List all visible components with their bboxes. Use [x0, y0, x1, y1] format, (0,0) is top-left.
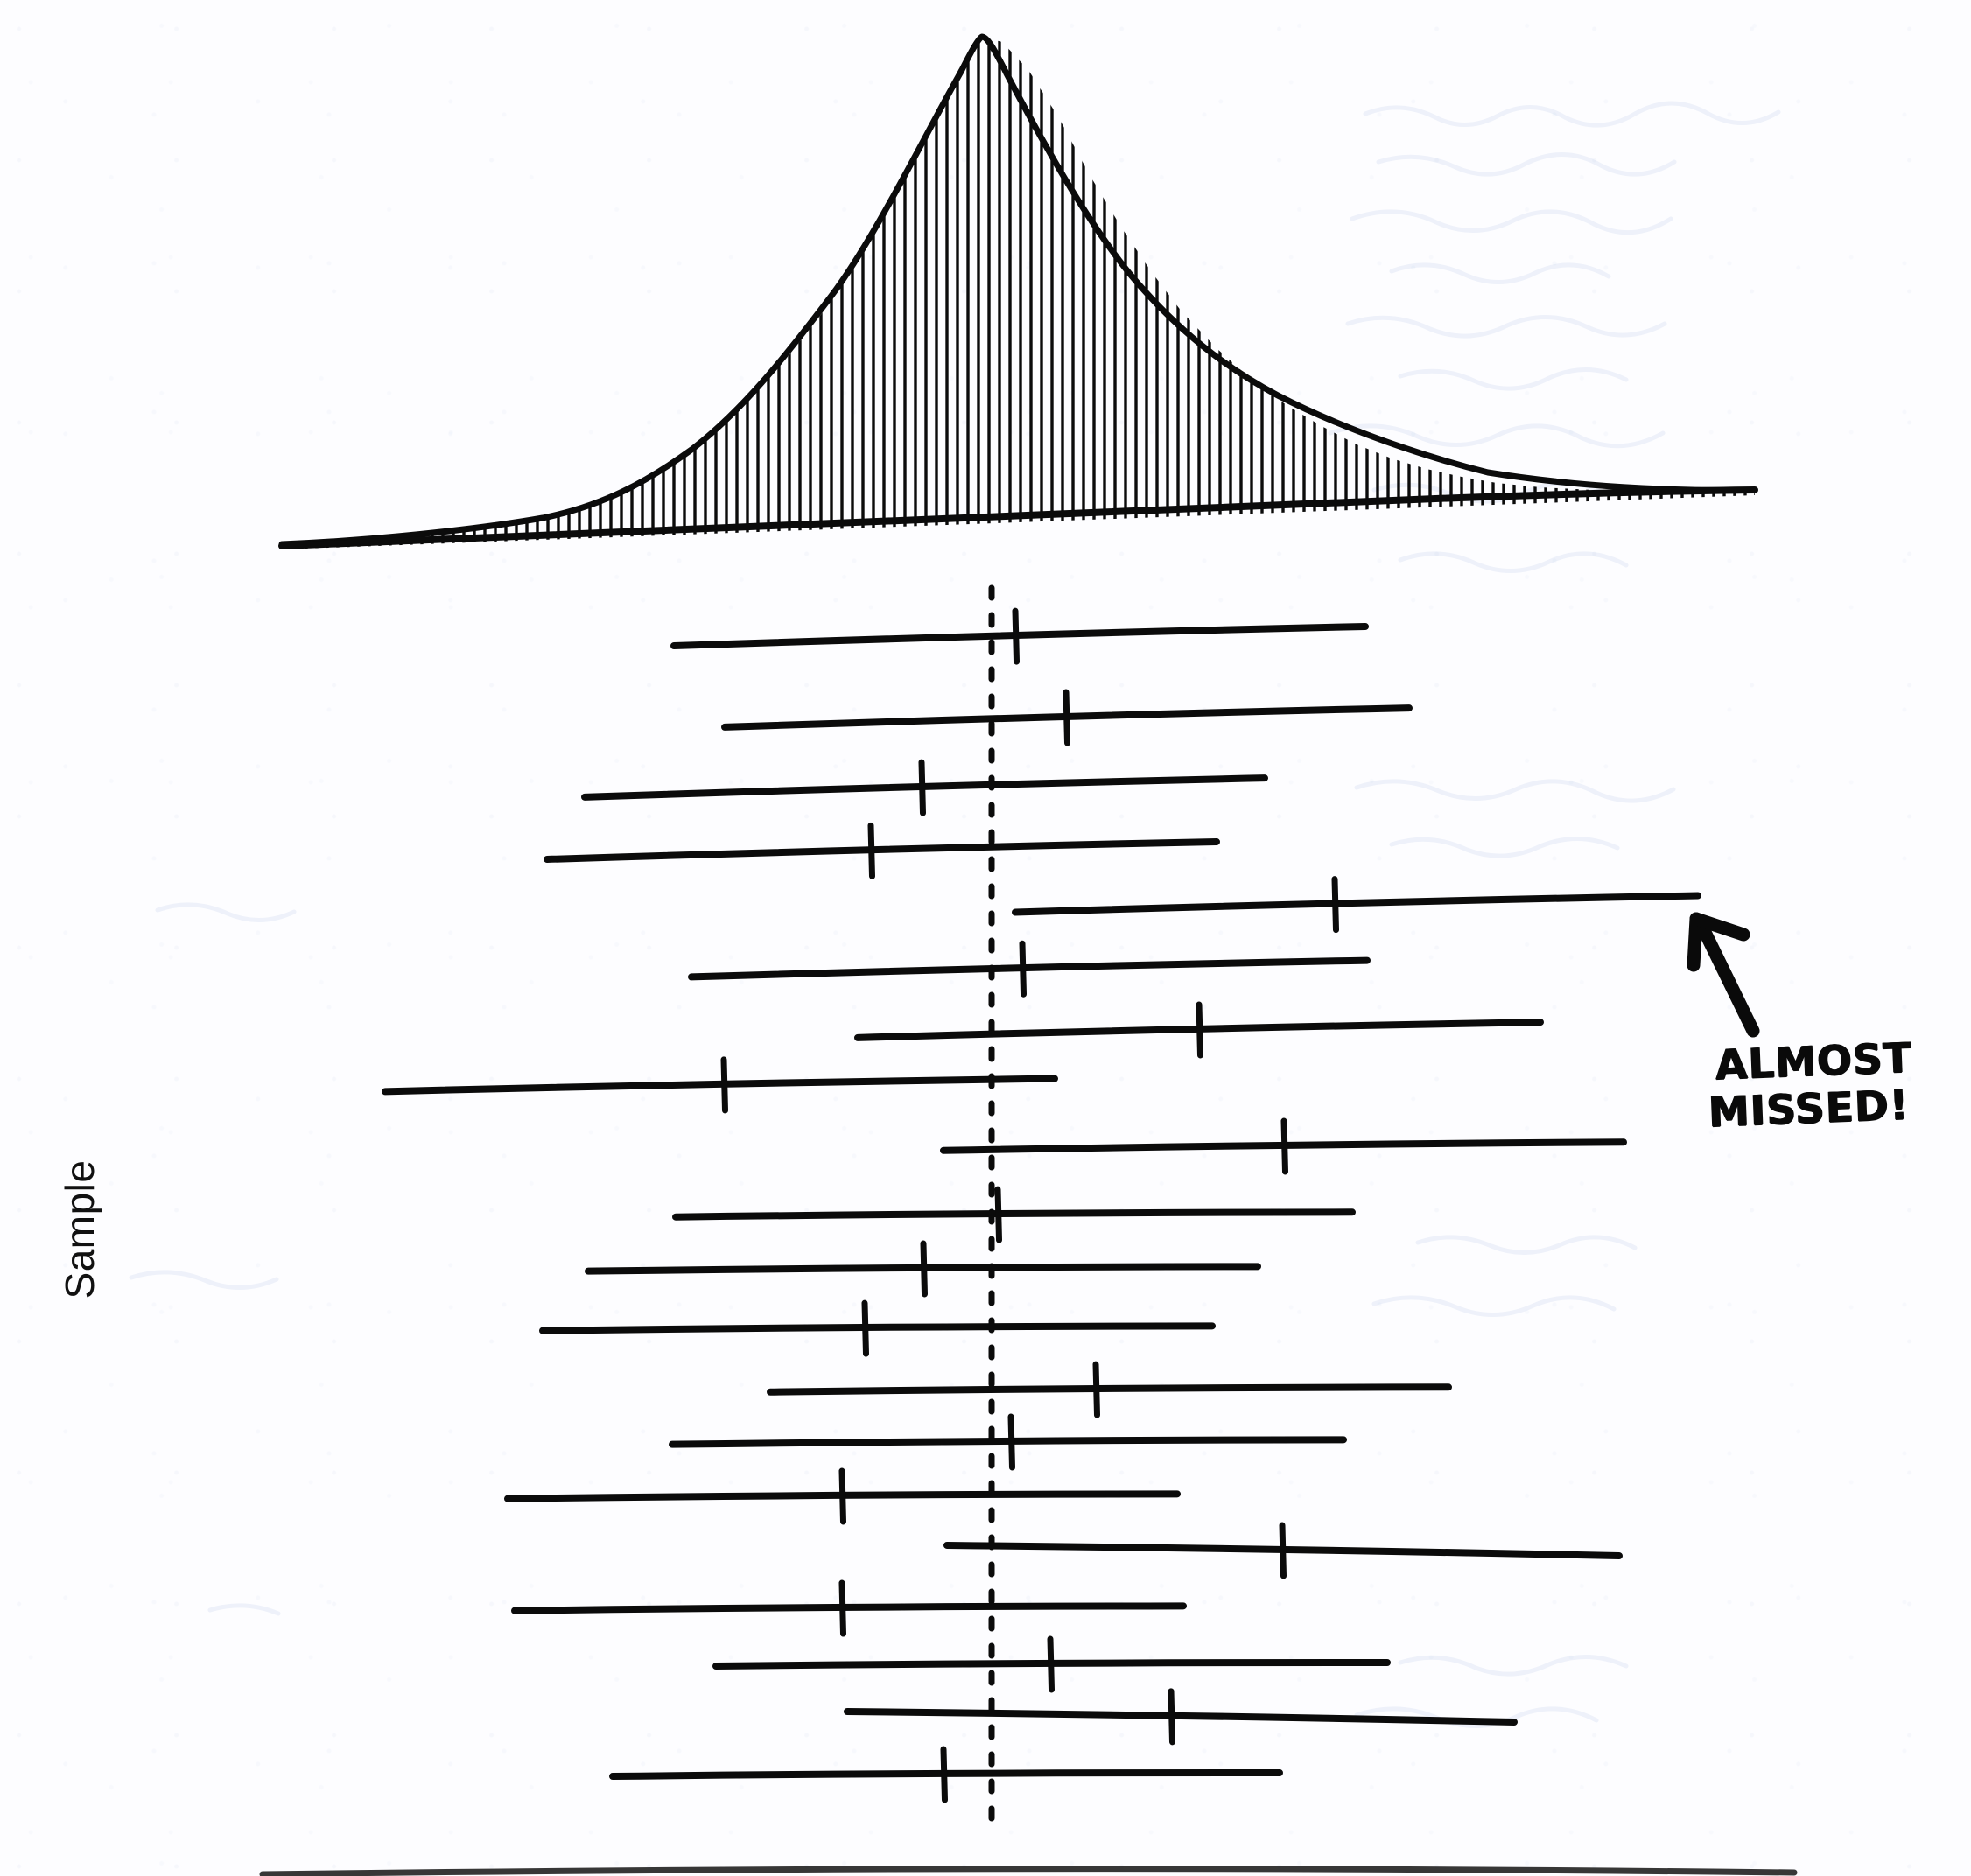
interval-bar	[672, 1208, 1356, 1221]
point-estimate-tick	[1019, 940, 1027, 998]
interval-bar	[688, 956, 1371, 981]
point-estimate-tick	[867, 822, 875, 879]
interval-bar	[669, 1436, 1347, 1448]
confidence-interval-row	[854, 1001, 1544, 1059]
point-estimate-tick	[1331, 876, 1339, 934]
point-estimate-tick	[940, 1746, 948, 1803]
confidence-interval-group	[382, 607, 1701, 1803]
confidence-interval-row	[940, 1117, 1627, 1175]
point-estimate-tick	[1007, 1413, 1015, 1471]
confidence-interval-row	[539, 1299, 1216, 1357]
interval-bar	[382, 1074, 1058, 1096]
confidence-interval-row	[688, 940, 1371, 998]
confidence-interval-row	[382, 1056, 1058, 1114]
confidence-interval-row	[511, 1579, 1187, 1637]
point-estimate-tick	[994, 1186, 1002, 1243]
point-estimate-tick	[1279, 1522, 1287, 1579]
point-estimate-tick	[918, 759, 926, 816]
point-estimate-tick	[1168, 1688, 1175, 1746]
y-axis-label: Sample	[57, 1159, 102, 1299]
curve-outline	[278, 33, 1758, 548]
point-estimate-tick	[720, 1056, 728, 1114]
confidence-interval-row	[712, 1635, 1391, 1693]
interval-bar	[1012, 892, 1701, 916]
distribution-curve	[278, 33, 1758, 550]
point-estimate-tick	[1280, 1117, 1288, 1175]
confidence-interval-row	[585, 1240, 1261, 1298]
point-estimate-tick	[1012, 607, 1020, 665]
point-estimate-tick	[838, 1467, 846, 1525]
point-estimate-tick	[838, 1579, 846, 1637]
confidence-interval-row	[767, 1361, 1452, 1418]
point-estimate-tick	[1047, 1635, 1055, 1693]
confidence-interval-row	[670, 607, 1369, 665]
point-estimate-tick	[861, 1299, 869, 1357]
point-estimate-tick	[1063, 689, 1070, 746]
confidence-interval-row	[669, 1413, 1347, 1471]
interval-bar	[539, 1322, 1216, 1334]
interval-bar	[544, 837, 1220, 864]
annotation-line-2: MISSED!	[1708, 1081, 1911, 1138]
point-estimate-tick	[1196, 1001, 1203, 1059]
interval-bar	[670, 622, 1369, 650]
point-estimate-tick	[920, 1240, 928, 1298]
interval-bar	[767, 1383, 1452, 1396]
confidence-interval-row	[581, 759, 1268, 816]
confidence-interval-row	[943, 1522, 1623, 1579]
confidence-interval-row	[844, 1688, 1518, 1746]
interval-bar	[511, 1602, 1187, 1614]
confidence-interval-row	[609, 1746, 1283, 1803]
confidence-interval-row	[544, 822, 1220, 879]
confidence-interval-row	[504, 1467, 1181, 1525]
interval-bar	[844, 1708, 1518, 1726]
confidence-interval-row	[672, 1186, 1356, 1243]
bottom-edge-rule	[259, 1866, 1798, 1876]
curve-baseline	[278, 486, 1758, 550]
point-estimate-tick	[1092, 1361, 1100, 1418]
confidence-interval-row	[721, 689, 1413, 746]
confidence-interval-row	[1012, 876, 1701, 934]
annotation-arrow	[1687, 912, 1760, 1038]
